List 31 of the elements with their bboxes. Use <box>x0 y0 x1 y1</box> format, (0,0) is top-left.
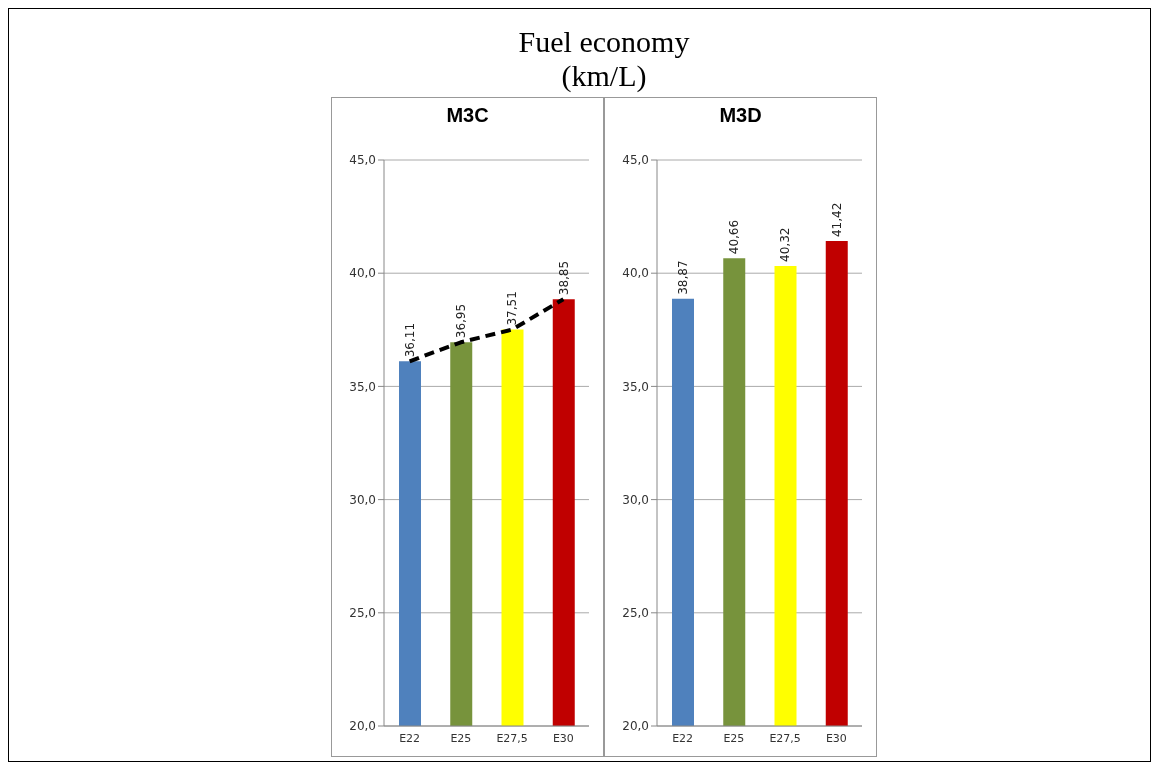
chart-subtitle: M3C <box>445 104 490 128</box>
y-tick-label: 45,0 <box>349 153 376 168</box>
y-tick-label: 25,0 <box>622 606 649 621</box>
y-tick-label: 35,0 <box>622 379 649 394</box>
chart-subtitle: M3D <box>718 104 763 128</box>
data-label: 36,95 <box>454 303 469 339</box>
x-tick-label: E22 <box>672 731 694 745</box>
y-tick-label: 40,0 <box>622 266 649 281</box>
y-tick-label: 25,0 <box>349 606 376 621</box>
x-tick-label: E30 <box>825 731 847 745</box>
x-tick-label: E25 <box>723 731 745 745</box>
y-tick-label: 20,0 <box>349 719 376 734</box>
data-label: 41,42 <box>829 202 844 238</box>
data-label: 38,87 <box>676 260 690 295</box>
y-tick-label: 20,0 <box>622 719 649 734</box>
data-label: 40,32 <box>778 227 793 262</box>
y-tick-label: 35,0 <box>349 379 376 394</box>
x-tick-label: E22 <box>399 731 421 745</box>
x-tick-label: E27,5 <box>769 731 801 745</box>
data-label: 40,66 <box>727 219 742 255</box>
x-tick-label: E30 <box>552 731 574 745</box>
y-tick-label: 40,0 <box>349 266 376 281</box>
data-label: 37,51 <box>505 291 520 326</box>
y-tick-label: 45,0 <box>622 153 649 168</box>
y-tick-label: 30,0 <box>622 492 649 507</box>
data-label: 38,85 <box>556 260 571 296</box>
x-tick-label: E25 <box>450 731 472 745</box>
chart-title: Fuel economy (km/L) <box>517 25 691 93</box>
data-label: 36,11 <box>403 322 417 358</box>
y-tick-label: 30,0 <box>349 492 376 507</box>
x-tick-label: E27,5 <box>496 731 528 745</box>
